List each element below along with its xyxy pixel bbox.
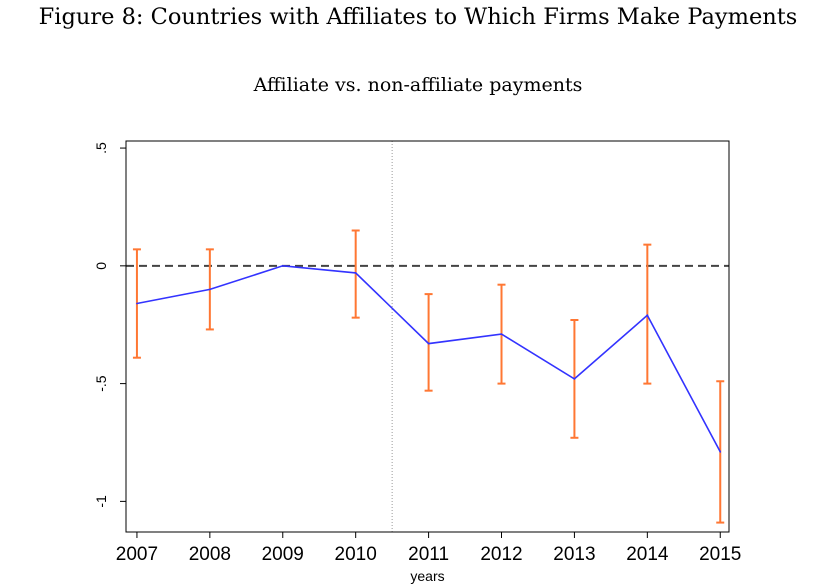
- x-tick-label-2009: 2009: [262, 544, 304, 565]
- x-tick-label-2015: 2015: [699, 544, 741, 565]
- axes-group: 2007 2008 2009 2010 2011 2012 2013 2014 2015 .5 0 -…: [93, 142, 741, 565]
- data-point-2010: [354, 272, 357, 274]
- data-point-2015: [719, 451, 722, 453]
- x-tick-label-2012: 2012: [480, 544, 522, 565]
- data-point-2014: [646, 314, 649, 317]
- y-tick-label-2: -.5: [93, 375, 109, 392]
- error-bar-2014: [643, 243, 652, 385]
- x-tick-label-2011: 2011: [408, 544, 449, 565]
- x-tick-label-2013: 2013: [553, 544, 595, 565]
- x-tick-label-2007: 2007: [116, 544, 158, 565]
- data-point-2009: [281, 265, 284, 267]
- figure-title: Figure 8: Countries with Affiliates to W…: [38, 4, 798, 30]
- data-point-2007: [136, 302, 138, 305]
- plot-frame: [125, 140, 730, 533]
- data-point-2011: [427, 342, 430, 345]
- x-tick-label-2008: 2008: [189, 544, 231, 565]
- reference-lines: [126, 141, 729, 532]
- error-bar-2010: [351, 229, 360, 319]
- data-point-2012: [500, 333, 503, 335]
- chart-title: Affiliate vs. non-affiliate payments: [253, 74, 583, 96]
- error-bar-2011: [424, 293, 433, 392]
- data-point-2008: [209, 288, 211, 291]
- y-tick-label-0: .5: [93, 142, 109, 154]
- x-tick-label-2010: 2010: [335, 544, 377, 565]
- data-point-2013: [573, 378, 576, 380]
- series-group: [132, 229, 725, 524]
- x-tick-label-2014: 2014: [626, 544, 669, 565]
- x-axis-label: years: [410, 568, 444, 584]
- y-tick-label-3: -1: [93, 495, 109, 508]
- y-tick-label-1: 0: [93, 262, 109, 270]
